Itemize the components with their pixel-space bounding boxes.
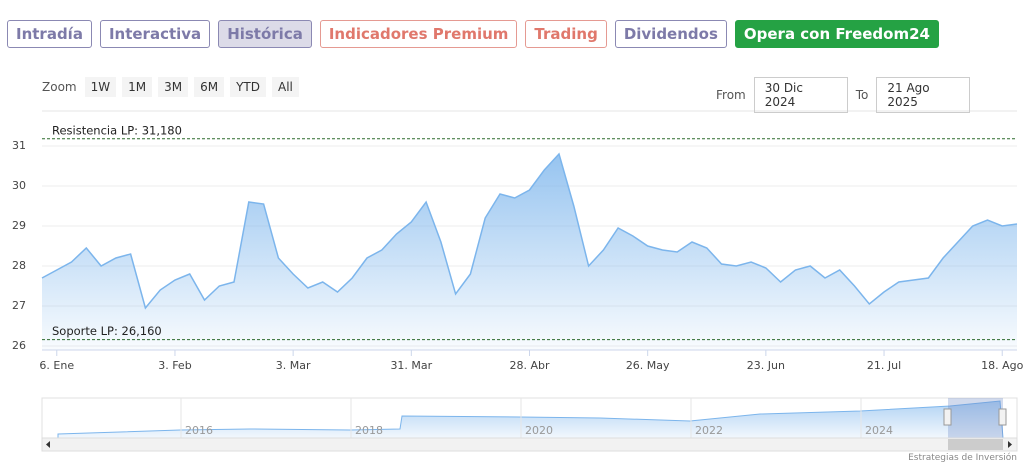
x-tick-label: 31. Mar — [390, 359, 432, 372]
x-tick-label: 28. Abr — [509, 359, 549, 372]
area — [42, 154, 1017, 350]
scrollbar-thumb[interactable] — [948, 439, 1003, 450]
cta-button[interactable]: Opera con Freedom24 — [734, 20, 939, 48]
zoom-button[interactable]: All — [272, 77, 299, 97]
navigator-year: 2016 — [185, 424, 213, 437]
tab[interactable]: Interactiva — [99, 20, 211, 48]
credit: Estrategias de Inversión — [908, 453, 1017, 463]
zoom-button[interactable]: 1M — [122, 77, 153, 97]
zoom-button[interactable]: 3M — [158, 77, 189, 97]
x-tick-label: 18. Ago — [981, 359, 1023, 372]
x-tick-label: 3. Mar — [276, 359, 311, 372]
navigator-handle[interactable] — [998, 408, 1007, 426]
x-tick-label: 23. Jun — [747, 359, 785, 372]
x-tick-label: 26. May — [626, 359, 670, 372]
scroll-left[interactable] — [46, 441, 50, 448]
navigator-year: 2018 — [355, 424, 383, 437]
y-tick-label: 29 — [12, 219, 26, 232]
navigator-year: 2020 — [525, 424, 553, 437]
tab[interactable]: Trading — [525, 20, 607, 48]
tab[interactable]: Histórica — [218, 20, 312, 48]
y-tick-label: 27 — [12, 299, 26, 312]
scroll-right[interactable] — [1008, 441, 1012, 448]
navigator-handle[interactable] — [943, 408, 952, 426]
y-tick-label: 28 — [12, 259, 26, 272]
plot-line-label: Soporte LP: 26,160 — [52, 324, 162, 338]
x-tick-label: 3. Feb — [158, 359, 191, 372]
zoom-bar: Zoom 1W 1M 3M 6M YTD All — [42, 77, 299, 97]
zoom-button[interactable]: 1W — [84, 77, 117, 97]
y-tick-label: 26 — [12, 339, 26, 352]
zoom-button[interactable]: YTD — [230, 77, 266, 97]
zoom-label: Zoom — [42, 80, 77, 94]
tabs: Intradía Interactiva Histórica Indicadores … — [7, 20, 939, 48]
tab[interactable]: Intradía — [7, 20, 92, 48]
navigator-mask[interactable] — [948, 398, 1003, 438]
from-label: From — [716, 88, 746, 102]
plot-line-label: Resistencia LP: 31,180 — [52, 123, 182, 137]
scrollbar[interactable] — [41, 437, 1018, 452]
navigator-year: 2024 — [865, 424, 893, 437]
y-tick-label: 30 — [12, 179, 26, 192]
tab[interactable]: Dividendos — [614, 20, 727, 48]
line — [41, 152, 1018, 310]
navigator-year: 2022 — [695, 424, 723, 437]
to-label: To — [855, 88, 869, 102]
x-tick-label: 21. Jul — [867, 359, 901, 372]
zoom-button[interactable]: 6M — [194, 77, 225, 97]
from-input[interactable]: 30 Dic 2024 — [753, 77, 848, 113]
range-selector: From 30 Dic 2024 To 21 Ago 2025 — [716, 77, 971, 113]
tab[interactable]: Indicadores Premium — [319, 20, 518, 48]
y-tick-label: 31 — [12, 139, 26, 152]
x-tick-label: 6. Ene — [39, 359, 74, 372]
to-input[interactable]: 21 Ago 2025 — [876, 77, 971, 113]
